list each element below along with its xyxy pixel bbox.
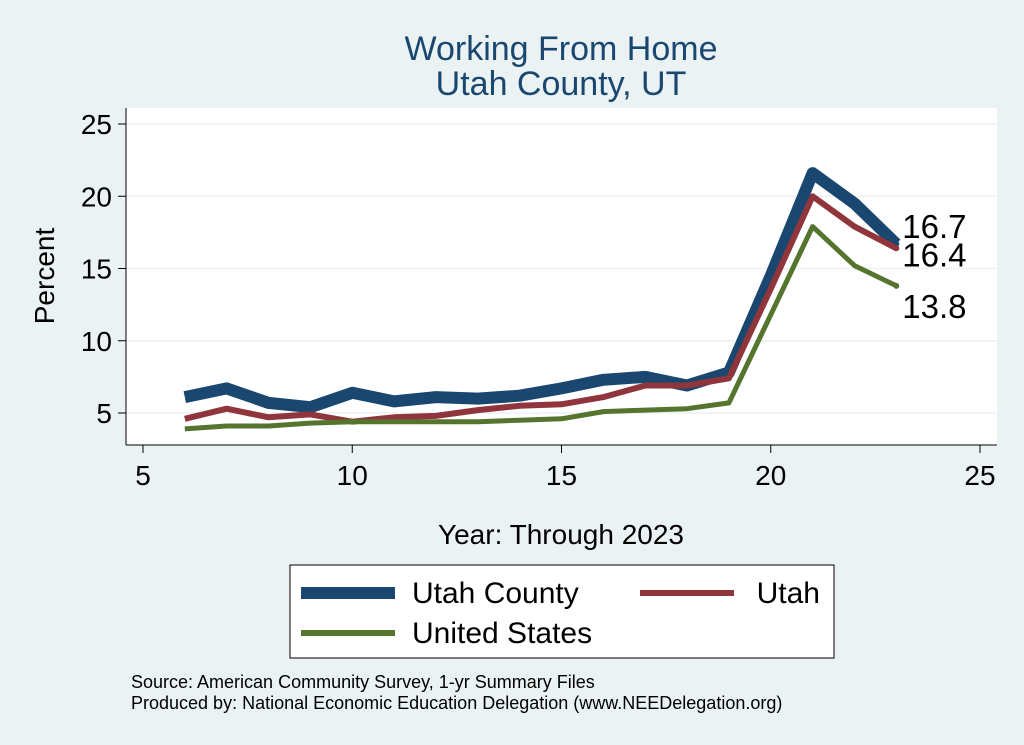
x-tick-label-25: 25 (964, 460, 995, 491)
gridlines (126, 123, 997, 414)
x-axis-title: Year: Through 2023 (438, 519, 684, 550)
series-end-point-utah (893, 245, 900, 252)
source-note: Source: American Community Survey, 1-yr … (131, 672, 595, 692)
legend-label-utah: Utah (757, 577, 820, 610)
legend-box (289, 564, 835, 659)
x-tick-label-5: 5 (135, 460, 151, 491)
legend-label-united-states: United States (412, 617, 592, 650)
axes: 5 10 15 20 25 5 10 15 20 25 (81, 108, 997, 491)
chart-title-line-1: Working From Home (405, 30, 718, 68)
end-label-utah-county: 16.7 (902, 208, 966, 245)
chart-title-line-2: Utah County, UT (436, 65, 687, 103)
x-tick-label-15: 15 (546, 460, 577, 491)
legend: Utah County Utah United States (289, 564, 835, 659)
y-axis-title: Percent (29, 228, 60, 325)
end-label-united-states: 13.8 (902, 288, 966, 325)
end-label-utah: 16.4 (902, 236, 966, 273)
y-tick-label-5: 5 (96, 398, 112, 429)
producer-note: Produced by: National Economic Education… (131, 693, 782, 713)
end-labels: 16.716.4 13.8 (902, 208, 966, 325)
y-tick-label-15: 15 (81, 254, 112, 285)
x-tick-label-10: 10 (337, 460, 368, 491)
y-tick-label-25: 25 (81, 109, 112, 140)
series-end-point-united-states (893, 282, 900, 289)
x-tick-label-20: 20 (755, 460, 786, 491)
series-line-utah (184, 193, 898, 425)
series-lines (183, 167, 901, 432)
series-line-utah-county (183, 167, 901, 414)
y-tick-label-20: 20 (81, 181, 112, 212)
legend-label-utah-county: Utah County (412, 577, 579, 610)
series-line-united-states (184, 224, 898, 432)
y-tick-label-10: 10 (81, 326, 112, 357)
